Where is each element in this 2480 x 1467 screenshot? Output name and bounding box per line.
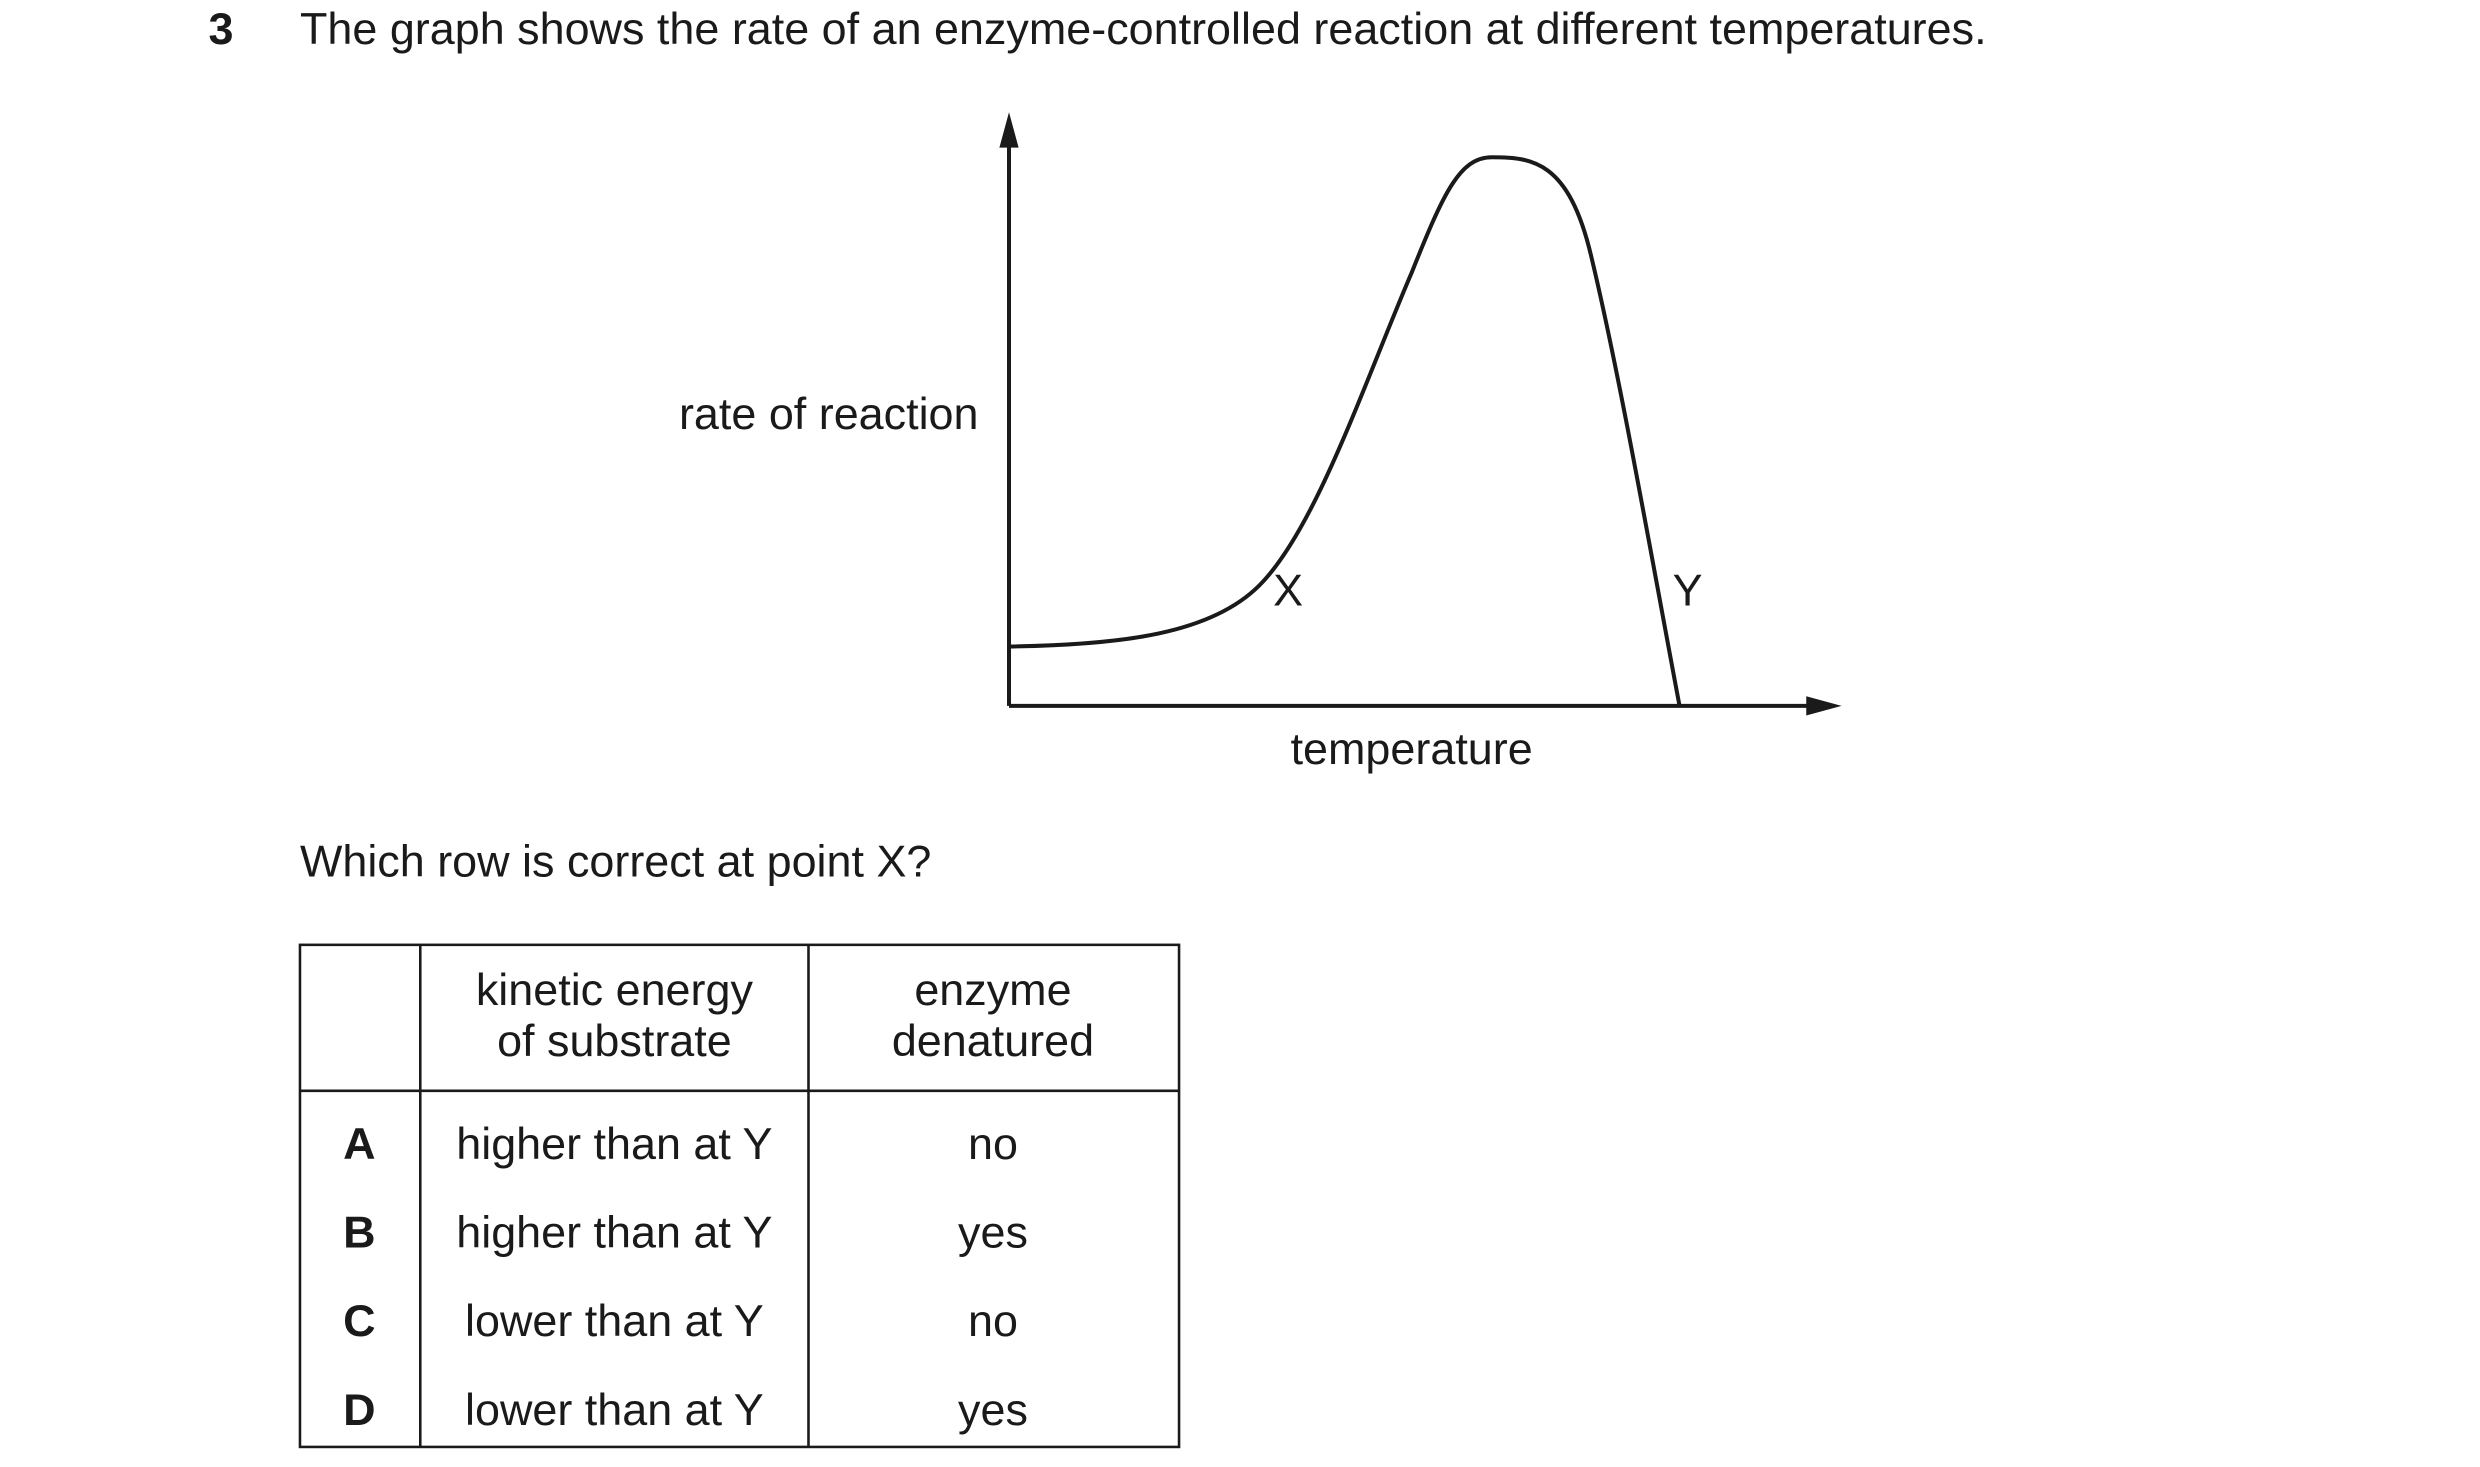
row-letter: A xyxy=(343,1118,375,1169)
row-letter: B xyxy=(343,1207,375,1258)
question-number: 3 xyxy=(209,3,234,54)
table-cell: no xyxy=(968,1118,1018,1169)
table-cell: yes xyxy=(958,1207,1028,1258)
point-label: X xyxy=(1273,564,1303,615)
y-axis-label: rate of reaction xyxy=(679,388,979,439)
column-header: kinetic energy xyxy=(476,964,754,1015)
table-border xyxy=(298,943,1181,1449)
table-cell: higher than at Y xyxy=(456,1118,772,1169)
table-cell: yes xyxy=(958,1384,1028,1435)
table-cell: lower than at Y xyxy=(465,1384,764,1435)
rate-curve xyxy=(1008,155,1682,707)
question-text: The graph shows the rate of an enzyme-co… xyxy=(300,3,1987,54)
y-arrow xyxy=(999,112,1019,148)
graph: rate of reaction temperature X Y xyxy=(679,112,1842,774)
row-letter: D xyxy=(343,1384,375,1435)
table-cell: lower than at Y xyxy=(465,1295,764,1346)
answer-table: kinetic energy of substrate enzyme denat… xyxy=(298,943,1181,1449)
prompt: Which row is correct at point X? xyxy=(300,835,931,886)
row-letter: C xyxy=(343,1295,375,1346)
column-header: enzyme xyxy=(914,964,1071,1015)
column-header: denatured xyxy=(892,1015,1094,1066)
point-label: Y xyxy=(1673,564,1703,615)
column-header: of substrate xyxy=(497,1015,732,1066)
table-cell: no xyxy=(968,1295,1018,1346)
x-axis-label: temperature xyxy=(1291,723,1533,774)
x-arrow xyxy=(1806,696,1842,716)
table-cell: higher than at Y xyxy=(456,1207,772,1258)
